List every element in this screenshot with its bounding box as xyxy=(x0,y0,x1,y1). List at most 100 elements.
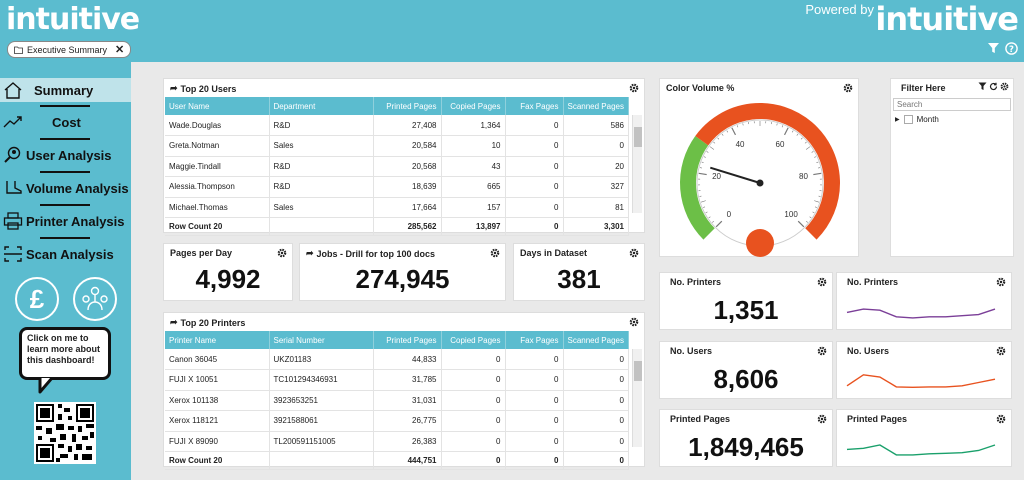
no-printers-trend-card[interactable]: No. Printers xyxy=(836,272,1012,330)
total-row: Row Count 20 444,751 0 0 0 xyxy=(165,451,629,470)
table-row[interactable]: Alessia.Thompson R&D 18,639 665 0 327 xyxy=(165,176,629,198)
checkbox[interactable] xyxy=(903,115,913,124)
divider xyxy=(40,237,90,239)
table-cell: 0 xyxy=(563,349,629,370)
col-header[interactable]: Copied Pages xyxy=(441,97,506,115)
help-icon[interactable]: ? xyxy=(1005,42,1018,55)
col-header[interactable]: Scanned Pages xyxy=(563,331,629,349)
sidebar-item-user-analysis[interactable]: User Analysis xyxy=(0,143,131,167)
card-title: No. Users xyxy=(847,346,890,356)
total-cell xyxy=(269,217,374,236)
gear-icon[interactable] xyxy=(996,414,1006,424)
printer-icon xyxy=(3,212,23,230)
kpi-value: 8,606 xyxy=(713,364,779,394)
filter-search-input[interactable] xyxy=(893,98,1011,111)
sidebar-item-scan-analysis[interactable]: Scan Analysis xyxy=(0,242,131,266)
printed-pages-card[interactable]: Printed Pages 1,849,465 xyxy=(659,409,833,467)
col-header[interactable]: Copied Pages xyxy=(441,331,506,349)
refresh-icon[interactable] xyxy=(989,82,998,91)
col-header[interactable]: Printed Pages xyxy=(373,331,442,349)
gauge-tick xyxy=(806,221,808,223)
table-row[interactable]: FUJI X 10051 TC101294346931 31,785 0 0 0 xyxy=(165,369,629,391)
close-icon[interactable]: ✕ xyxy=(115,44,125,56)
color-volume-card[interactable]: Color Volume % 0 20 40 60 80 100 xyxy=(659,78,859,257)
table-row[interactable]: Michael.Thomas Sales 17,664 157 0 81 xyxy=(165,197,629,218)
gauge-tick-label: 40 xyxy=(736,140,745,149)
gear-icon[interactable] xyxy=(843,83,853,93)
col-header[interactable]: Department xyxy=(269,97,374,115)
col-header[interactable]: Fax Pages xyxy=(505,331,564,349)
gauge-tick xyxy=(783,127,789,136)
days-in-dataset-card[interactable]: Days in Dataset 381 xyxy=(513,243,645,301)
table-row[interactable]: Maggie.Tindall R&D 20,568 43 0 20 xyxy=(165,156,629,177)
gear-icon[interactable] xyxy=(490,248,500,258)
table-cell: 665 xyxy=(441,176,506,198)
pound-cost-button[interactable]: £ xyxy=(15,277,59,321)
scrollbar[interactable] xyxy=(632,349,642,447)
table-cell: 0 xyxy=(505,349,564,370)
gear-icon[interactable] xyxy=(817,346,827,356)
table-row[interactable]: Wade.Douglas R&D 27,408 1,364 0 586 xyxy=(165,115,629,136)
col-header[interactable]: Serial Number xyxy=(269,331,374,349)
no-users-trend-card[interactable]: No. Users xyxy=(836,341,1012,399)
filter-item-month[interactable]: ▶ Month xyxy=(895,115,939,124)
qr-code-icon[interactable] xyxy=(34,402,96,464)
jobs-card[interactable]: ➦ Jobs - Drill for top 100 docs 274,945 xyxy=(299,243,506,301)
gear-icon[interactable] xyxy=(817,277,827,287)
team-button[interactable] xyxy=(73,277,117,321)
gauge-tick xyxy=(814,206,818,208)
col-header[interactable]: Scanned Pages xyxy=(563,97,629,115)
gear-icon[interactable] xyxy=(996,277,1006,287)
table-cell: 0 xyxy=(505,156,564,177)
no-users-card[interactable]: No. Users 8,606 xyxy=(659,341,833,399)
sidebar-item-volume-analysis[interactable]: Volume Analysis xyxy=(0,176,131,200)
sidebar-item-printer-analysis[interactable]: Printer Analysis xyxy=(0,209,131,233)
gear-icon[interactable] xyxy=(277,248,287,258)
table-cell: 0 xyxy=(505,410,564,432)
table-cell: 10 xyxy=(441,135,506,157)
pages-per-day-card[interactable]: Pages per Day 4,992 xyxy=(163,243,293,301)
table-row[interactable]: Canon 36045 UKZ01183 44,833 0 0 0 xyxy=(165,349,629,370)
col-header[interactable]: Fax Pages xyxy=(505,97,564,115)
card-title: No. Users xyxy=(670,346,713,356)
sidebar-item-summary[interactable]: Summary xyxy=(0,78,131,102)
table-row[interactable]: Xerox 101138 3923653251 31,031 0 0 0 xyxy=(165,390,629,411)
gear-icon[interactable] xyxy=(1000,82,1009,91)
gauge-tick xyxy=(721,133,724,136)
col-header[interactable]: User Name xyxy=(165,97,270,115)
table-cell: 0 xyxy=(441,431,506,452)
table-cell: UKZ01183 xyxy=(269,349,374,370)
tab-executive-summary[interactable]: Executive Summary ✕ xyxy=(7,41,132,58)
expand-icon[interactable]: ▶ xyxy=(895,117,900,123)
gauge-tick xyxy=(736,125,739,128)
table-row[interactable]: FUJI X 89090 TL200591151005 26,383 0 0 0 xyxy=(165,431,629,452)
gauge-tick xyxy=(708,216,711,219)
table-row[interactable]: Xerox 118121 3921588061 26,775 0 0 0 xyxy=(165,410,629,432)
gauge-tick-label: 80 xyxy=(799,172,808,181)
col-header[interactable]: Printer Name xyxy=(165,331,270,349)
gauge-tick-label: 60 xyxy=(776,140,785,149)
printed-pages-trend-card[interactable]: Printed Pages xyxy=(836,409,1012,467)
no-printers-card[interactable]: No. Printers 1,351 xyxy=(659,272,833,330)
sidebar-item-cost[interactable]: Cost xyxy=(0,110,131,134)
filter-icon[interactable] xyxy=(987,42,1000,55)
gear-icon[interactable] xyxy=(629,317,639,327)
total-cell: 3,301 xyxy=(563,217,629,236)
gear-icon[interactable] xyxy=(629,248,639,258)
gauge-tick xyxy=(706,151,709,153)
help-bubble[interactable]: Click on me to learn more about this das… xyxy=(19,327,111,380)
total-row: Row Count 20 285,562 13,897 0 3,301 xyxy=(165,217,629,236)
folder-icon xyxy=(14,46,23,54)
scrollbar[interactable] xyxy=(632,115,642,213)
gear-icon[interactable] xyxy=(629,83,639,93)
table-cell: 586 xyxy=(563,115,629,136)
col-header[interactable]: Printed Pages xyxy=(373,97,442,115)
scroll-thumb[interactable] xyxy=(634,361,642,381)
table-cell: 0 xyxy=(505,369,564,391)
filter-icon[interactable] xyxy=(978,82,987,91)
gear-icon[interactable] xyxy=(817,414,827,424)
table-row[interactable]: Greta.Notman Sales 20,584 10 0 0 xyxy=(165,135,629,157)
scroll-thumb[interactable] xyxy=(634,127,642,147)
gauge-tick-label: 20 xyxy=(712,172,721,181)
gear-icon[interactable] xyxy=(996,346,1006,356)
